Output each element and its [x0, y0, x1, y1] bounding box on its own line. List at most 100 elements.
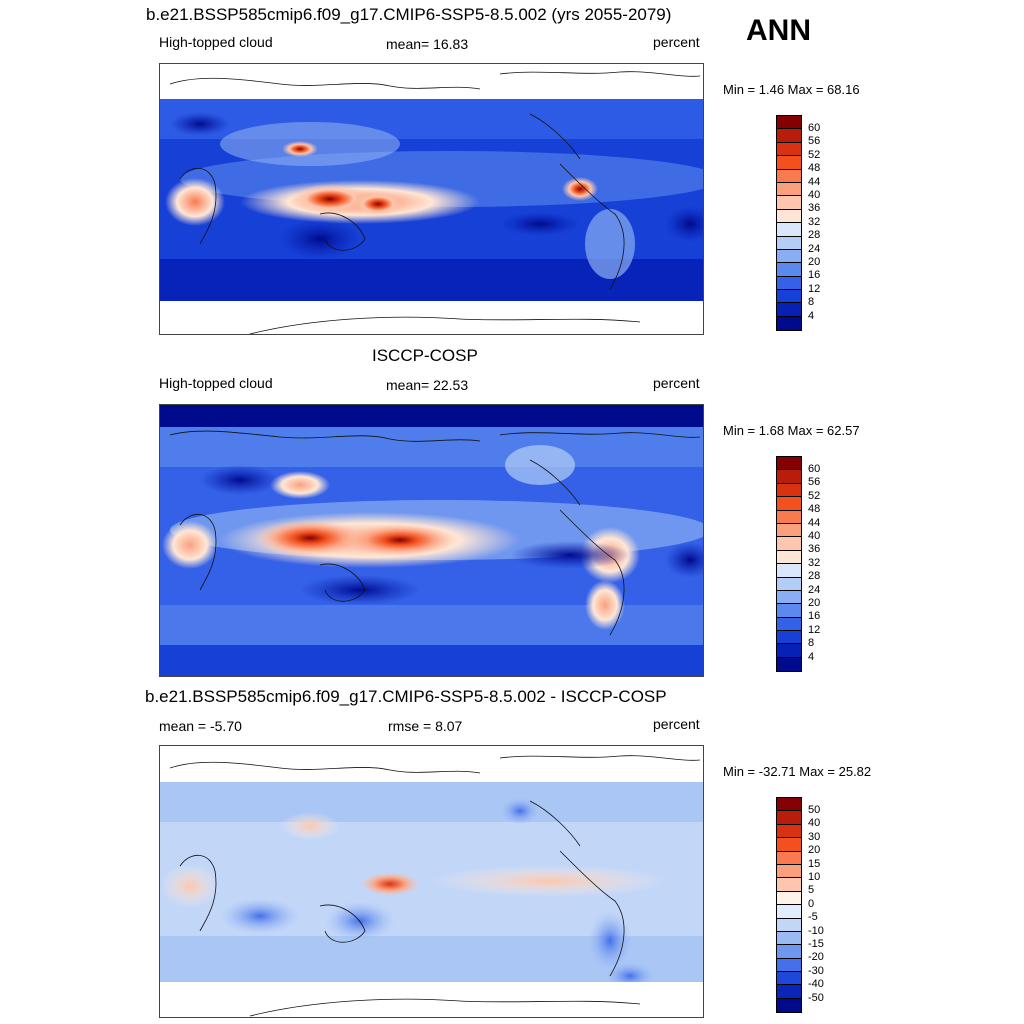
cbar-seg: [777, 550, 801, 565]
cbar-seg: [777, 116, 801, 130]
cbar-label: 0: [808, 897, 815, 910]
cbar-seg: [777, 209, 801, 224]
cbar-label: -5: [808, 911, 818, 924]
cbar-seg: [777, 604, 801, 618]
cbar-label: 24: [808, 583, 821, 596]
cbar-label: 30: [808, 830, 821, 843]
cbar-seg: [777, 824, 801, 839]
cbar-seg: [777, 905, 801, 919]
cbar-label: 8: [808, 637, 815, 650]
cbar-seg: [777, 878, 801, 892]
cbar-seg: [777, 537, 801, 551]
cbar-seg: [777, 483, 801, 498]
cbar-label: 60: [808, 122, 821, 134]
cbar-label: 12: [808, 623, 821, 636]
cbar-label: 32: [808, 556, 821, 569]
cbar-label: 50: [808, 804, 821, 816]
cbar-label: -40: [808, 978, 824, 991]
cbar-seg: [777, 276, 801, 291]
cbar-label: 36: [808, 202, 821, 215]
panel1-variable-label: High-topped cloud: [159, 34, 273, 50]
cbar-label: -20: [808, 951, 824, 964]
cbar-seg: [777, 590, 801, 605]
cbar-seg: [777, 851, 801, 865]
panel3-units-label: percent: [653, 716, 700, 732]
cbar-seg: [777, 918, 801, 932]
cbar-label: 48: [808, 162, 821, 175]
panel3-rmse-label: rmse = 8.07: [388, 718, 463, 734]
panel1-map: [159, 63, 704, 335]
season-label: ANN: [746, 14, 811, 47]
cbar-seg: [777, 972, 801, 986]
cbar-label: -10: [808, 924, 824, 937]
cbar-label: 40: [808, 817, 821, 830]
cbar-seg: [777, 129, 801, 143]
cbar-seg: [777, 263, 801, 277]
cbar-seg: [777, 196, 801, 210]
cbar-seg: [777, 798, 801, 812]
cbar-seg: [777, 631, 801, 645]
cbar-seg: [777, 811, 801, 825]
cbar-seg: [777, 236, 801, 250]
cbar-label: 10: [808, 871, 821, 883]
cbar-label: 52: [808, 489, 821, 502]
cbar-seg: [777, 249, 801, 264]
panel3-colorbar: [776, 797, 802, 1014]
cbar-label: 20: [808, 597, 821, 609]
cbar-label: 16: [808, 269, 821, 282]
cbar-seg: [777, 577, 801, 591]
cbar-label: 56: [808, 135, 821, 148]
panel3-minmax: Min = -32.71 Max = 25.82: [723, 764, 872, 779]
cbar-seg: [777, 998, 801, 1013]
panel2-mean-label: mean= 22.53: [386, 377, 469, 393]
cbar-seg: [777, 223, 801, 237]
cbar-seg: [777, 169, 801, 183]
cbar-label: 4: [808, 309, 815, 322]
cbar-seg: [777, 985, 801, 999]
cbar-seg: [777, 958, 801, 973]
cbar-label: 52: [808, 148, 821, 161]
cbar-label: 36: [808, 543, 821, 556]
panel3-map: [159, 745, 704, 1018]
cbar-label: -50: [808, 991, 824, 1004]
cbar-seg: [777, 564, 801, 578]
cbar-seg: [777, 657, 801, 672]
cbar-label: 8: [808, 296, 815, 309]
cbar-seg: [777, 290, 801, 304]
cbar-label: 56: [808, 476, 821, 489]
cbar-seg: [777, 142, 801, 157]
cbar-label: 44: [808, 516, 821, 529]
cbar-seg: [777, 316, 801, 331]
cbar-seg: [777, 303, 801, 317]
panel2-units-label: percent: [653, 375, 700, 391]
cbar-seg: [777, 497, 801, 511]
cbar-label: 4: [808, 650, 815, 663]
panel2-minmax: Min = 1.68 Max = 62.57: [723, 423, 860, 438]
cbar-label: 24: [808, 242, 821, 255]
cbar-label: 48: [808, 503, 821, 516]
cbar-label: 5: [808, 884, 815, 897]
panel2-map: [159, 404, 704, 677]
cbar-seg: [777, 891, 801, 906]
cbar-label: 15: [808, 857, 821, 870]
cbar-label: 32: [808, 215, 821, 228]
panel1-minmax: Min = 1.46 Max = 68.16: [723, 82, 860, 97]
cbar-seg: [777, 864, 801, 879]
panel1-units-label: percent: [653, 34, 700, 50]
panel3-title: b.e21.BSSP585cmip6.f09_g17.CMIP6-SSP5-8.…: [145, 687, 667, 706]
panel2-title: ISCCP-COSP: [372, 346, 478, 365]
cbar-label: 16: [808, 610, 821, 623]
cbar-label: -15: [808, 938, 824, 950]
cbar-label: 28: [808, 570, 821, 583]
cbar-label: 40: [808, 530, 821, 542]
panel1-mean-label: mean= 16.83: [386, 36, 469, 52]
panel1-colorbar: [776, 115, 802, 332]
cbar-seg: [777, 182, 801, 197]
cbar-seg: [777, 945, 801, 959]
cbar-label: 20: [808, 256, 821, 268]
panel2-variable-label: High-topped cloud: [159, 375, 273, 391]
cbar-label: 12: [808, 282, 821, 295]
cbar-seg: [777, 470, 801, 484]
cbar-seg: [777, 644, 801, 658]
cbar-seg: [777, 457, 801, 471]
